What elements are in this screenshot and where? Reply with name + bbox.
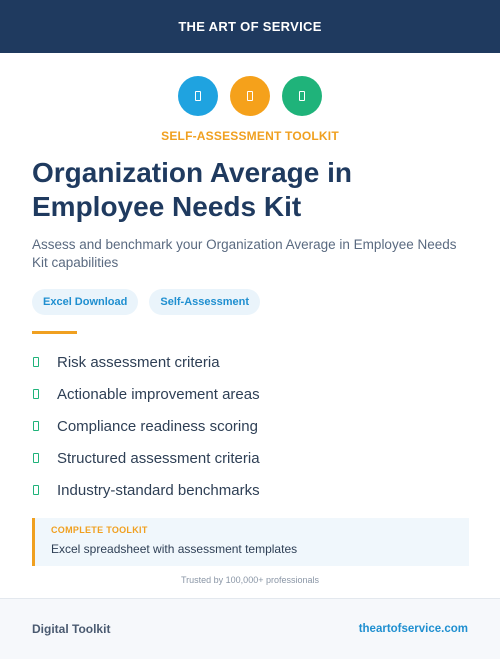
footer-bar: Digital Toolkit theartofservice.com xyxy=(0,598,500,659)
check-icon xyxy=(33,453,39,463)
check-icon xyxy=(33,357,39,367)
callout-text: Excel spreadsheet with assessment templa… xyxy=(51,542,298,556)
feature-text: Compliance readiness scoring xyxy=(57,417,258,435)
accent-divider xyxy=(32,331,77,334)
feature-text: Risk assessment criteria xyxy=(57,353,220,371)
feature-item: Structured assessment criteria xyxy=(32,442,472,474)
tag-self-assessment[interactable]: Self-Assessment xyxy=(149,289,261,315)
feature-text: Actionable improvement areas xyxy=(57,385,260,403)
tag-list: Excel Download Self-Assessment xyxy=(32,289,261,315)
feature-list: Risk assessment criteria Actionable impr… xyxy=(32,346,472,506)
footer-label: Digital Toolkit xyxy=(32,622,111,636)
feature-text: Structured assessment criteria xyxy=(57,449,260,467)
top-header-bar: THE ART OF SERVICE xyxy=(0,0,500,53)
eyebrow-label: SELF-ASSESSMENT TOOLKIT xyxy=(161,129,339,143)
feature-item: Actionable improvement areas xyxy=(32,378,472,410)
doc-icon-green xyxy=(282,76,322,116)
feature-item: Compliance readiness scoring xyxy=(32,410,472,442)
check-icon xyxy=(33,389,39,399)
page-title: Organization Average in Employee Needs K… xyxy=(32,157,352,222)
feature-item: Risk assessment criteria xyxy=(32,346,472,378)
icon-row xyxy=(0,76,500,116)
doc-glyph-icon xyxy=(299,91,305,101)
feature-item: Industry-standard benchmarks xyxy=(32,474,472,506)
toolkit-callout: COMPLETE TOOLKIT Excel spreadsheet with … xyxy=(32,518,469,566)
callout-title: COMPLETE TOOLKIT xyxy=(51,525,148,535)
footer-website-link[interactable]: theartofservice.com xyxy=(358,623,468,635)
tag-excel-download[interactable]: Excel Download xyxy=(32,289,139,315)
check-icon xyxy=(33,485,39,495)
feature-text: Industry-standard benchmarks xyxy=(57,481,260,499)
check-icon xyxy=(33,421,39,431)
brand-name: THE ART OF SERVICE xyxy=(178,19,322,34)
doc-glyph-icon xyxy=(247,91,253,101)
trusted-note: Trusted by 100,000+ professionals xyxy=(180,575,319,585)
doc-icon-orange xyxy=(230,76,270,116)
doc-icon-blue xyxy=(178,76,218,116)
doc-glyph-icon xyxy=(195,91,201,101)
page-subtitle: Assess and benchmark your Organization A… xyxy=(32,237,457,270)
